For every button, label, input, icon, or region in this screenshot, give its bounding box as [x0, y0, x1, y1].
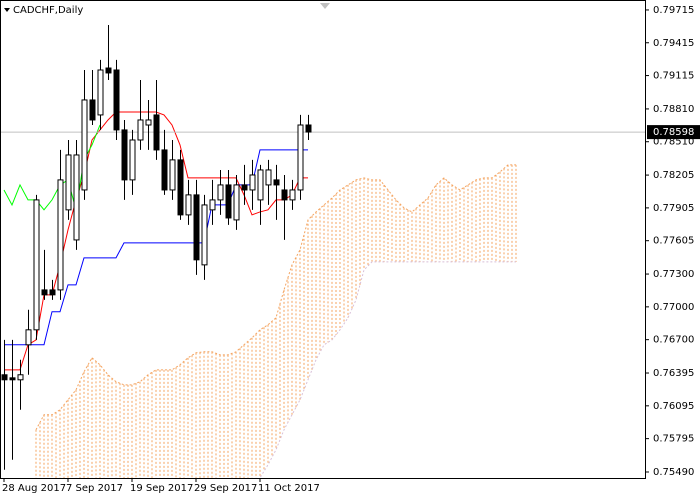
chart-title: CADCHF,Daily — [13, 5, 83, 16]
candle-body — [241, 184, 248, 191]
y-tick-label: 0.77000 — [653, 302, 694, 313]
candle-body — [9, 377, 16, 381]
candle-body — [281, 189, 288, 201]
plot-border — [0, 0, 646, 479]
candle-body — [169, 159, 176, 191]
y-tick-label: 0.76700 — [653, 335, 694, 346]
candle-body — [145, 119, 152, 126]
y-tick-label: 0.78205 — [653, 170, 694, 181]
candle-body — [49, 289, 56, 296]
candle-body — [105, 67, 112, 74]
candle-body — [153, 114, 160, 151]
candle-body — [89, 99, 96, 121]
current-price-label: 0.78598 — [653, 127, 694, 138]
candle-body — [305, 124, 312, 133]
candle-body — [121, 129, 128, 181]
candle-body — [185, 194, 192, 216]
y-tick-label: 0.79115 — [653, 71, 694, 82]
candle-body — [201, 204, 208, 266]
y-tick-label: 0.79415 — [653, 38, 694, 49]
y-tick-label: 0.75795 — [653, 434, 694, 445]
y-tick-label: 0.76395 — [653, 368, 694, 379]
y-tick-label: 0.77605 — [653, 236, 694, 247]
candle-body — [81, 99, 88, 191]
candle-body — [257, 169, 264, 201]
y-tick-label: 0.75490 — [653, 467, 694, 478]
candle-body — [265, 169, 272, 186]
cloud-span — [35, 164, 516, 431]
x-tick-label: 28 Aug 2017 — [2, 483, 66, 494]
title-arrow — [4, 8, 10, 12]
x-tick-label: 29 Sep 2017 — [194, 483, 257, 494]
indicator-line — [4, 149, 308, 346]
candle-body — [289, 189, 296, 201]
candle-body — [113, 69, 120, 131]
y-tick-label: 0.79715 — [653, 5, 694, 16]
candle-body — [193, 194, 200, 261]
x-tick-label: 7 Sep 2017 — [66, 483, 123, 494]
candle-body — [33, 199, 40, 331]
plot-area — [0, 25, 645, 478]
candle-body — [273, 179, 280, 186]
candle-body — [41, 289, 48, 296]
candle-body — [297, 124, 304, 191]
y-tick-label: 0.76095 — [653, 401, 694, 412]
candle-body — [65, 154, 72, 211]
x-tick-label: 11 Oct 2017 — [258, 483, 320, 494]
candle-body — [129, 139, 136, 181]
candle-body — [73, 154, 80, 241]
candle-body — [161, 149, 168, 191]
y-tick-label: 0.78810 — [653, 104, 694, 115]
candle-body — [137, 119, 144, 141]
x-tick-label: 19 Sep 2017 — [130, 483, 193, 494]
candle-body — [225, 184, 232, 219]
y-tick-label: 0.77300 — [653, 269, 694, 280]
candle-body — [217, 184, 224, 201]
candle-body — [17, 374, 24, 381]
candle-body — [1, 374, 8, 381]
candle-body — [209, 199, 216, 211]
shift-marker — [320, 3, 330, 9]
current-price-box — [647, 125, 700, 140]
candle-body — [57, 179, 64, 291]
cloud-span — [259, 261, 516, 478]
y-tick-label: 0.78510 — [653, 137, 694, 148]
candle-body — [177, 159, 184, 216]
candle-body — [97, 69, 104, 116]
candle-body — [233, 184, 240, 221]
y-tick-label: 0.77905 — [653, 203, 694, 214]
candle-body — [25, 329, 32, 346]
candle-body — [249, 174, 256, 191]
